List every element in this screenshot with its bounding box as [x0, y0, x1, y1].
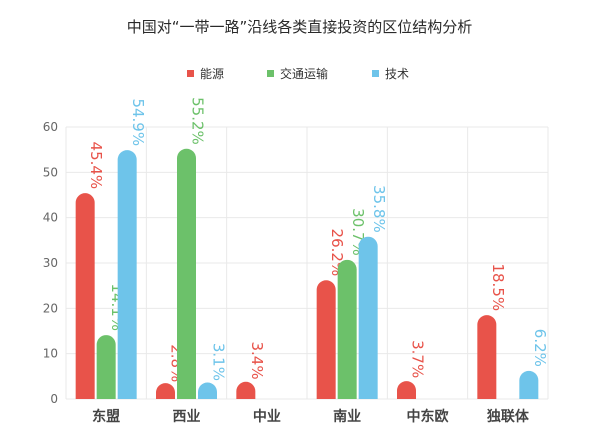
- bar-6-3: [519, 370, 539, 399]
- legend-swatch-1: [187, 70, 194, 77]
- value-label-5-1: 3.7%: [409, 340, 427, 378]
- bar-4-2: [337, 259, 357, 399]
- x-tick-label-5: 中东欧: [407, 408, 449, 425]
- x-tick-label-6: 独联体: [487, 408, 530, 425]
- y-tick-label-20: 20: [43, 301, 58, 315]
- bar-1-1: [75, 193, 95, 399]
- bar-2-2: [177, 148, 196, 399]
- bar-3-1: [236, 381, 256, 399]
- bar-2-3: [198, 382, 217, 399]
- y-tick-label-0: 0: [50, 392, 58, 406]
- value-label-3-1: 3.4%: [248, 341, 266, 379]
- value-label-1-3: 54.9%: [129, 98, 147, 146]
- value-label-6-3: 6.2%: [531, 329, 549, 367]
- legend-label-2: 交通运输: [280, 66, 328, 81]
- x-tick-label-2: 西业: [173, 409, 201, 425]
- bar-1-2: [96, 335, 116, 399]
- bar-4-3: [358, 236, 378, 399]
- x-tick-label-3: 中业: [253, 408, 281, 425]
- legend-label-1: 能源: [200, 67, 224, 81]
- value-label-1-1: 45.4%: [87, 142, 105, 190]
- bar-4-1: [316, 280, 336, 399]
- x-tick-label-1: 东盟: [92, 408, 120, 425]
- bar-2-1: [156, 383, 175, 399]
- y-tick-label-40: 40: [43, 211, 58, 225]
- value-label-2-2: 55.2%: [189, 97, 207, 145]
- bar-5-1: [397, 381, 416, 399]
- y-tick-label-30: 30: [43, 256, 58, 270]
- value-label-2-3: 3.1%: [210, 343, 228, 381]
- bar-6-1: [477, 315, 497, 399]
- y-tick-label-50: 50: [43, 165, 58, 179]
- legend-swatch-2: [267, 70, 274, 77]
- y-tick-label-60: 60: [43, 120, 58, 134]
- x-tick-label-4: 南业: [333, 408, 361, 425]
- legend-label-3: 技术: [385, 67, 409, 81]
- chart-title: 中国对“一带一路”沿线各类直接投资的区位结构分析: [126, 18, 473, 36]
- bar-1-3: [117, 150, 137, 399]
- y-tick-label-10: 10: [43, 347, 58, 361]
- value-label-6-1: 18.5%: [489, 263, 507, 311]
- legend-swatch-3: [372, 70, 379, 77]
- value-label-4-3: 35.8%: [370, 185, 388, 233]
